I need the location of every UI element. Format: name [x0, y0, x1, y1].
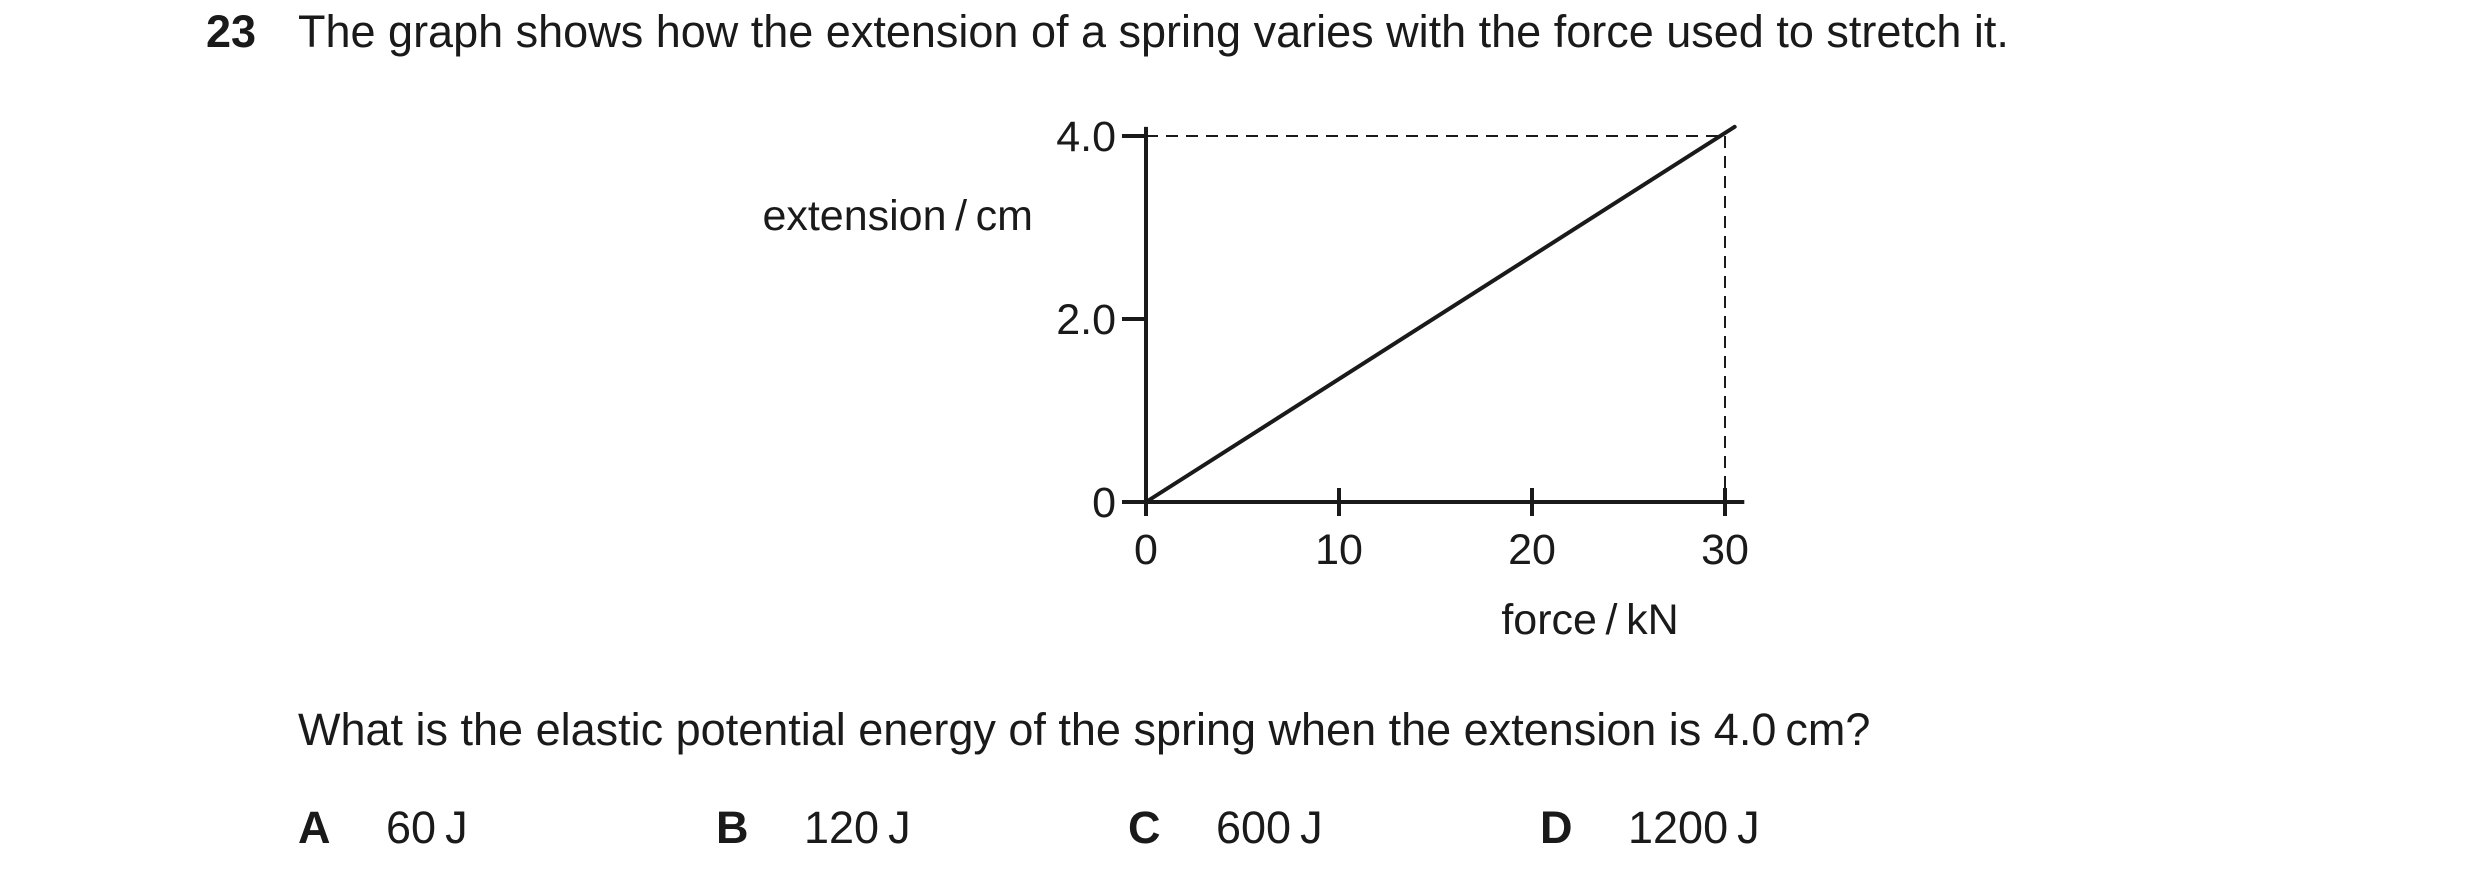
- series-line: [1144, 124, 1737, 504]
- option-c[interactable]: C 600 J: [1128, 800, 1323, 856]
- question-stem: The graph shows how the extension of a s…: [298, 6, 2009, 57]
- option-letter: A: [298, 802, 331, 853]
- option-d[interactable]: D 1200 J: [1540, 800, 1760, 856]
- option-text: 60 J: [386, 802, 468, 853]
- tick-marks: [1122, 134, 1727, 516]
- axes: [1144, 126, 1745, 504]
- option-text: 120 J: [804, 802, 911, 853]
- option-letter: D: [1540, 802, 1573, 853]
- y-tick-label: 0: [1092, 479, 1116, 527]
- option-text: 1200 J: [1628, 802, 1760, 853]
- x-tick-label: 20: [1508, 526, 1556, 574]
- question-number: 23: [206, 6, 257, 57]
- option-letter: B: [716, 802, 749, 853]
- y-tick-label: 4.0: [1056, 113, 1116, 161]
- option-b[interactable]: B 120 J: [716, 800, 911, 856]
- data-series: [1144, 124, 1737, 504]
- x-tick-label: 0: [1134, 526, 1158, 574]
- x-tick-label: 10: [1315, 526, 1363, 574]
- tick-labels: 0 10 20 30 0 2.0 4.0: [1056, 113, 1749, 574]
- option-a[interactable]: A 60 J: [298, 800, 468, 856]
- x-axis-label: force / kN: [1501, 596, 1678, 644]
- guide-lines: [1146, 135, 1726, 502]
- y-axis-label: extension / cm: [762, 192, 1033, 240]
- option-text: 600 J: [1216, 802, 1323, 853]
- x-tick-label: 30: [1701, 526, 1749, 574]
- option-letter: C: [1128, 802, 1161, 853]
- y-tick-label: 2.0: [1056, 296, 1116, 344]
- question-prompt: What is the elastic potential energy of …: [298, 704, 1871, 755]
